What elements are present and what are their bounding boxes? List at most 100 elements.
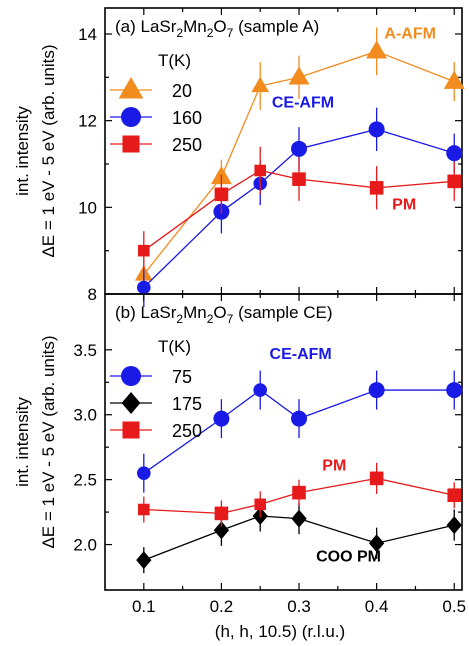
series-line <box>143 128 455 288</box>
y-tick-label: 8 <box>88 285 97 304</box>
legend-label: 160 <box>172 108 202 128</box>
data-point <box>447 174 462 189</box>
x-tick-label: 0.2 <box>210 597 234 616</box>
series-line <box>143 389 455 474</box>
panel-a: 8 10 12 14 int. intensity ΔE = 1 eV - 5 eV (a… <box>13 7 465 307</box>
data-point <box>446 382 463 399</box>
title-part: Mn <box>183 303 207 322</box>
legend-marker <box>122 135 140 153</box>
title-part: O <box>213 17 226 36</box>
x-tick-label: 0.1 <box>132 597 156 616</box>
legend-marker <box>121 366 141 386</box>
title-part: 2 <box>207 312 214 326</box>
data-point <box>369 471 384 486</box>
data-point <box>446 516 462 535</box>
legend-marker <box>122 421 140 439</box>
data-point <box>254 498 266 511</box>
y-tick-label: 2.0 <box>73 536 97 555</box>
legend-marker <box>118 77 144 99</box>
title-part: 7 <box>227 312 234 326</box>
data-point <box>443 70 465 89</box>
y-axis-label-line2: ΔE = 1 eV - 5 eV (arb. units) <box>39 44 58 257</box>
title-part: Mn <box>183 17 207 36</box>
legend-label: 175 <box>172 394 202 414</box>
data-point <box>368 534 385 553</box>
data-point <box>447 488 462 503</box>
data-point <box>292 485 306 500</box>
series-250K <box>138 146 462 271</box>
title-part: (b) LaSr <box>115 303 177 322</box>
legend: T(K) 75 175 250 <box>110 337 202 441</box>
legend-title: T(K) <box>158 337 191 356</box>
y-tick-label: 14 <box>78 25 97 44</box>
y-axis-label-line2: ΔE = 1 eV - 5 eV (arb. units) <box>39 335 58 548</box>
y-tick-label: 3.5 <box>73 341 97 360</box>
data-point <box>214 506 229 521</box>
data-point <box>288 66 310 85</box>
data-point <box>213 410 230 427</box>
panel-title: (a) LaSr2Mn2O7 (sample A) <box>115 17 319 40</box>
series-line <box>143 477 455 515</box>
series-line <box>143 169 455 252</box>
title-part: (sample A) <box>233 17 319 36</box>
title-part: (a) LaSr <box>115 17 177 36</box>
annotation-label: COO PM <box>316 548 381 565</box>
y-tick-label: 3.0 <box>73 406 97 425</box>
data-point <box>291 410 308 427</box>
data-point <box>292 172 306 186</box>
legend-label: 75 <box>172 367 192 387</box>
data-point <box>138 244 150 257</box>
title-part: O <box>213 303 226 322</box>
x-tick-label: 0.3 <box>287 597 311 616</box>
y-axis-label-line1: int. intensity <box>13 106 32 196</box>
x-axis-label: (h, h, 10.5) (r.l.u.) <box>215 622 345 641</box>
series-line <box>143 515 455 561</box>
y-axis-label-line1: int. intensity <box>13 397 32 487</box>
legend-label: 250 <box>172 135 202 155</box>
data-point <box>137 280 151 295</box>
title-part: (sample CE) <box>233 303 332 322</box>
data-point <box>213 521 230 540</box>
data-point <box>368 382 385 399</box>
data-point <box>137 466 151 480</box>
data-point <box>369 181 384 195</box>
legend-label: 20 <box>172 81 192 101</box>
title-part: 2 <box>207 26 214 40</box>
x-tick-label: 0.4 <box>365 597 389 616</box>
y-tick-label: 10 <box>78 198 97 217</box>
annotation-label: PM <box>392 197 416 214</box>
legend-label: 250 <box>172 421 202 441</box>
data-point <box>214 187 229 202</box>
title-part: 7 <box>227 26 234 40</box>
legend: T(K) 20 160 250 <box>110 51 202 155</box>
panel-b: 2.0 2.5 3.0 3.5 0.1 0.2 0.3 0.4 0.5 int. intensit… <box>13 293 466 616</box>
data-point <box>138 503 150 516</box>
legend-marker <box>121 107 141 127</box>
annotation-label: CE-AFM <box>272 95 334 112</box>
panel-title: (b) LaSr2Mn2O7 (sample CE) <box>115 303 333 326</box>
series-250K <box>138 462 462 527</box>
data-point <box>251 76 270 93</box>
data-point <box>291 509 307 528</box>
data-point <box>136 551 152 570</box>
y-tick-label: 2.5 <box>73 471 97 490</box>
title-part: 2 <box>176 26 183 40</box>
title-part: 2 <box>176 312 183 326</box>
annotation-label: PM <box>322 458 346 475</box>
x-tick-label: 0.5 <box>442 597 466 616</box>
legend-marker <box>121 392 141 414</box>
data-point <box>366 40 388 59</box>
series-160K <box>137 107 463 307</box>
legend-title: T(K) <box>158 51 191 70</box>
series-line <box>143 50 455 275</box>
series-75K <box>137 370 463 493</box>
data-point <box>253 383 268 397</box>
annotation-label: A-AFM <box>384 25 436 42</box>
plot-frame <box>104 293 463 591</box>
data-point <box>446 145 463 162</box>
data-point <box>254 164 266 177</box>
annotation-label: CE-AFM <box>270 346 332 363</box>
data-point <box>368 121 385 138</box>
data-point <box>291 140 308 157</box>
